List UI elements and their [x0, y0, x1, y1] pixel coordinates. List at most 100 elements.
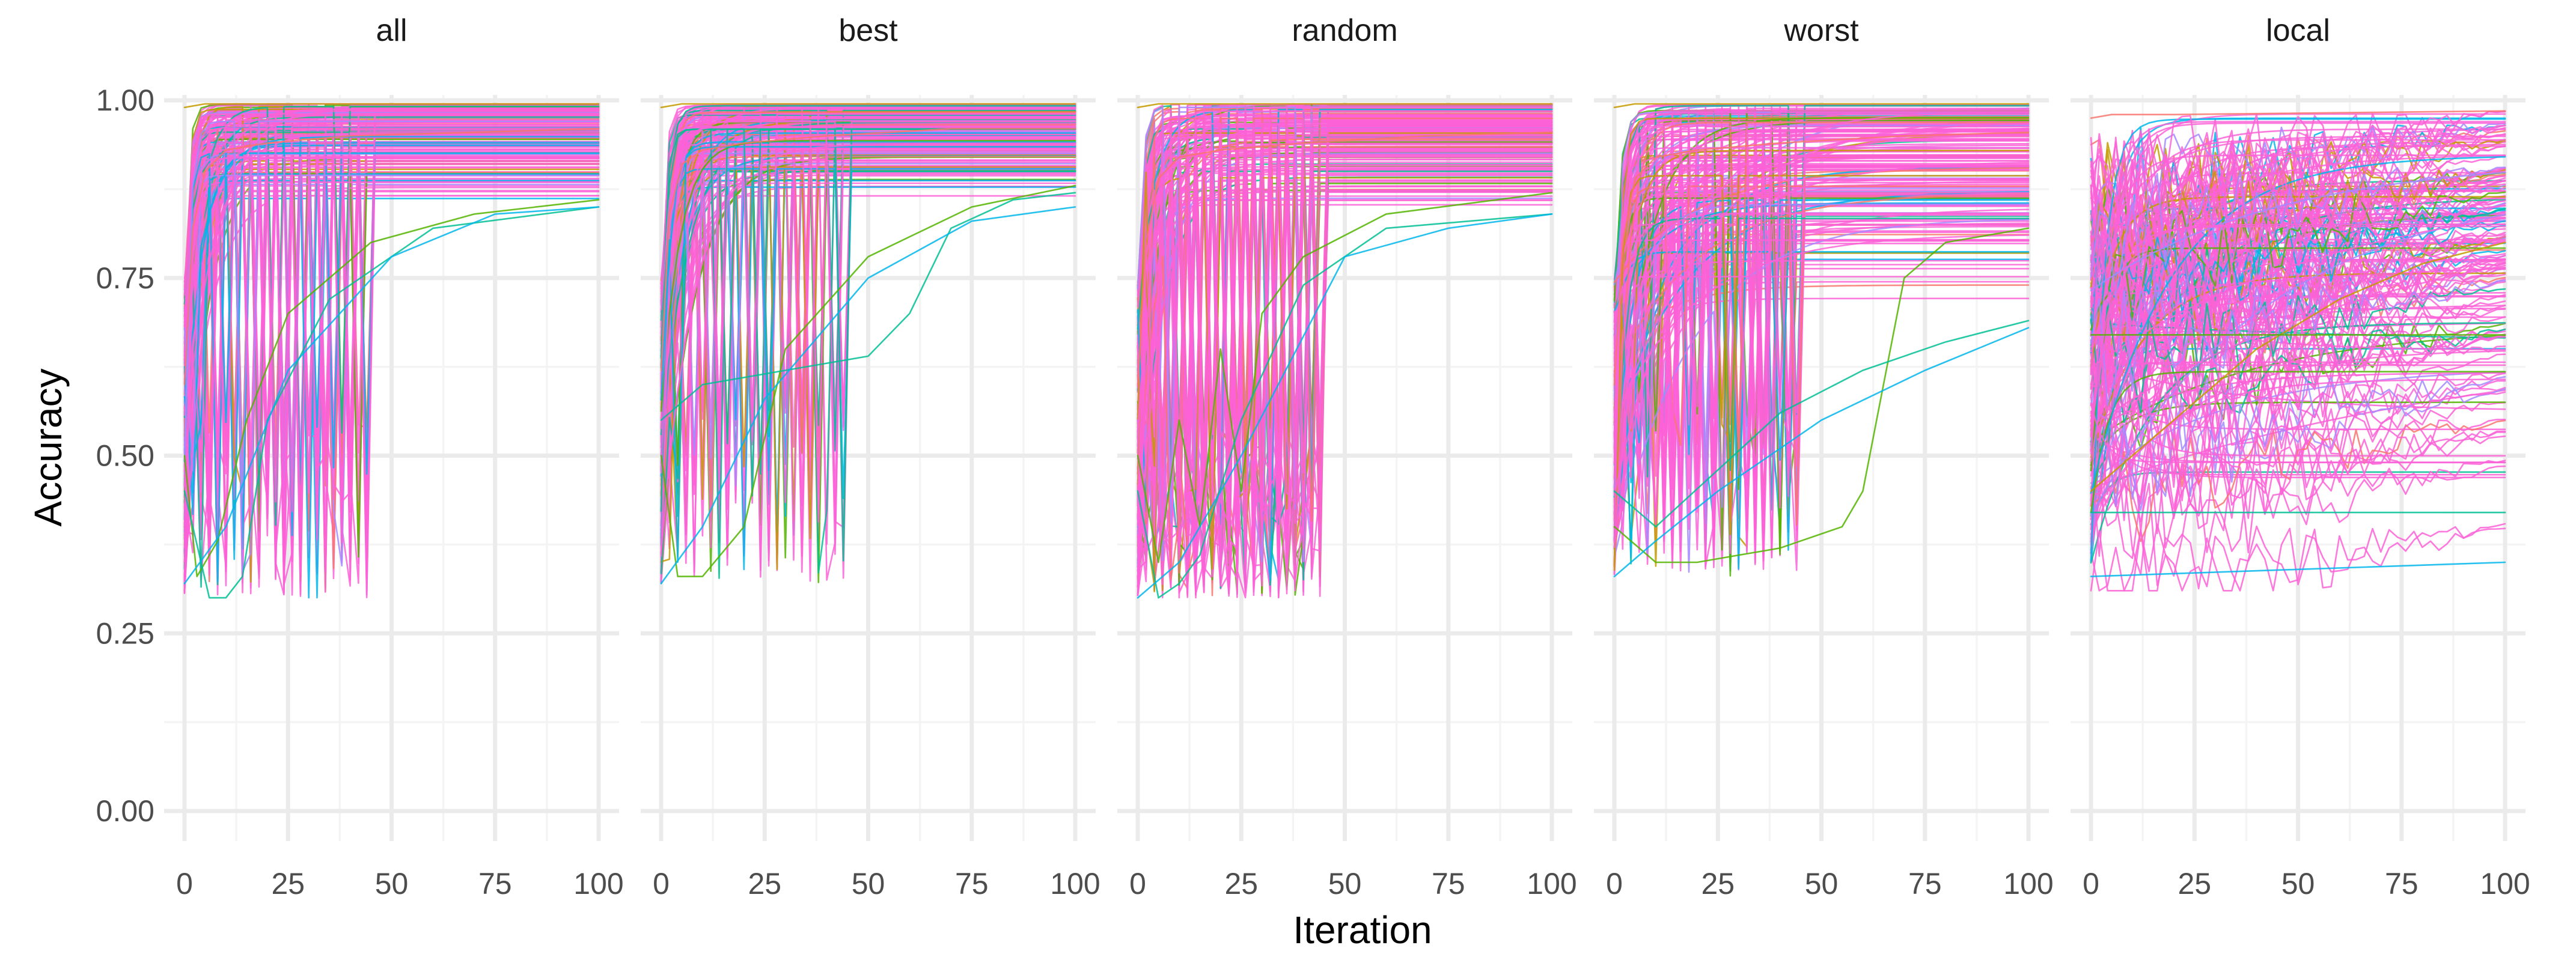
run-line: [183, 173, 600, 599]
run-line: [660, 108, 1076, 511]
run-line: [183, 149, 600, 593]
x-tick-label: 100: [2003, 867, 2053, 901]
x-tick-label: 25: [748, 867, 781, 901]
facet-label-random: random: [1292, 13, 1397, 48]
series-line-typical-fast-run: [1613, 131, 2030, 386]
run-line: [183, 154, 600, 579]
series-line-upper-envelope: [1613, 103, 2030, 109]
run-line: [1137, 191, 1553, 591]
run-line: [183, 153, 600, 494]
y-tick-label: 0.50: [96, 439, 154, 473]
series-line-late-jump-run: [1613, 227, 2030, 564]
x-tick-label: 50: [375, 867, 409, 901]
x-tick-label: 75: [1432, 867, 1465, 901]
x-axis-title: Iteration: [1293, 908, 1432, 952]
run-line: [1137, 123, 1553, 595]
run-line: [2090, 288, 2506, 414]
run-line: [2090, 279, 2506, 407]
runs-local: [2090, 110, 2506, 592]
run-line: [1137, 170, 1553, 589]
run-line: [1613, 117, 2030, 541]
series-line-lower-envelope: [1137, 213, 1553, 599]
run-line: [1613, 104, 2030, 544]
run-line: [1137, 186, 1553, 582]
run-line: [660, 147, 1076, 463]
x-tick-label: 0: [2083, 867, 2099, 901]
run-line: [1613, 225, 2030, 521]
facet-panels: all 0 25 50 75 100 best 0 25 50 75 100 random 0 25 50 75…: [164, 13, 2530, 901]
run-line: [660, 138, 1076, 554]
run-line: [2090, 465, 2506, 586]
run-line: [2090, 171, 2506, 291]
series-line-lowest-dip-run: [1137, 213, 1553, 599]
run-line: [1137, 137, 1553, 583]
y-tick-label: 0.00: [96, 794, 154, 828]
run-line: [660, 160, 1076, 470]
run-line: [183, 112, 600, 510]
run-line: [183, 128, 600, 557]
run-line: [2090, 278, 2506, 413]
run-line: [1613, 251, 2030, 461]
run-line: [660, 165, 1076, 434]
y-axis-title: Accuracy: [26, 368, 70, 526]
series-line-typical-fast-run: [1137, 131, 1553, 386]
run-line: [183, 138, 600, 544]
facet-panel-best: best 0 25 50 75 100: [641, 13, 1100, 901]
run-line: [2090, 401, 2506, 466]
run-line: [1613, 134, 2030, 514]
run-line: [1613, 165, 2030, 545]
run-line: [183, 156, 600, 579]
run-line: [1613, 118, 2030, 494]
run-line: [1613, 192, 2030, 504]
run-line: [2090, 156, 2506, 494]
run-line: [2090, 431, 2506, 559]
run-line: [183, 136, 600, 536]
run-line: [660, 117, 1076, 335]
series-line-lower-envelope: [660, 206, 1076, 585]
run-line: [1137, 177, 1553, 570]
run-line: [2090, 388, 2506, 511]
run-line: [183, 116, 600, 550]
run-line: [1613, 193, 2030, 417]
run-line: [2090, 380, 2506, 507]
run-line: [2090, 419, 2506, 533]
run-line: [183, 198, 600, 599]
run-line: [1137, 166, 1553, 595]
run-line: [1137, 195, 1553, 598]
run-line: [2090, 305, 2506, 433]
run-line: [2090, 294, 2506, 414]
run-line: [1137, 152, 1553, 570]
run-line: [660, 129, 1076, 466]
run-line: [660, 109, 1076, 451]
run-line: [1613, 199, 2030, 570]
run-line: [1613, 169, 2030, 517]
run-line: [1137, 132, 1553, 592]
run-line: [183, 168, 600, 345]
x-tick-label: 75: [2385, 867, 2419, 901]
run-line: [660, 105, 1076, 321]
run-line: [660, 180, 1076, 571]
run-line: [183, 166, 600, 473]
run-line: [183, 171, 600, 570]
facet-label-best: best: [838, 13, 898, 48]
x-tick-label: 50: [1328, 867, 1362, 901]
run-line: [1137, 106, 1553, 587]
run-line: [1137, 108, 1553, 506]
series-line-upper-envelope: [1137, 103, 1553, 109]
run-line: [183, 119, 600, 596]
run-line: [660, 141, 1076, 563]
run-line: [660, 124, 1076, 491]
series-line-upper-envelope: [2090, 110, 2506, 119]
run-line: [2090, 264, 2506, 428]
run-line: [660, 111, 1076, 410]
facet-panel-local: local 0 25 50 75 100: [2071, 13, 2530, 901]
x-tick-label: 25: [1701, 867, 1735, 901]
run-line: [2090, 404, 2506, 463]
run-line: [183, 180, 600, 485]
run-line: [1613, 111, 2030, 539]
series-line-lower-envelope: [2090, 561, 2506, 577]
series-line-slow-recovering-run: [660, 184, 1076, 577]
run-line: [183, 114, 600, 594]
run-line: [1137, 142, 1553, 576]
